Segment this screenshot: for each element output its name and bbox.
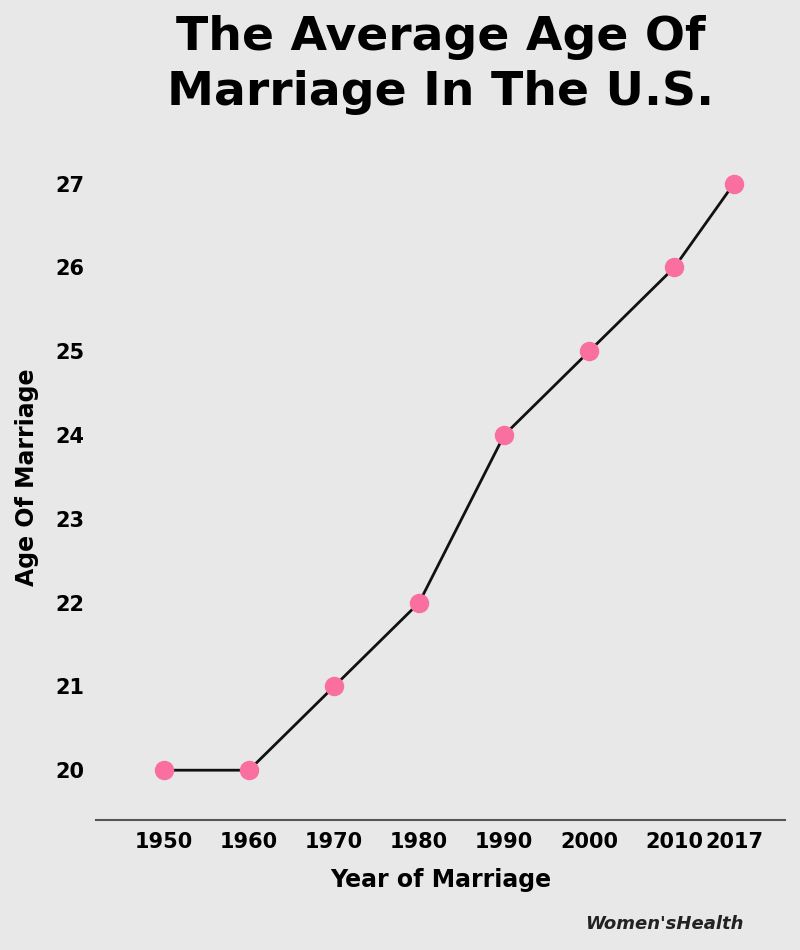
Y-axis label: Age Of Marriage: Age Of Marriage xyxy=(15,368,39,585)
Point xyxy=(498,428,510,443)
Point xyxy=(727,176,740,191)
Point xyxy=(242,763,255,778)
Point xyxy=(158,763,170,778)
Point xyxy=(413,595,426,610)
X-axis label: Year of Marriage: Year of Marriage xyxy=(330,868,551,892)
Text: Women'sHealth: Women'sHealth xyxy=(586,915,744,933)
Title: The Average Age Of
Marriage In The U.S.: The Average Age Of Marriage In The U.S. xyxy=(167,15,714,116)
Point xyxy=(583,344,596,359)
Point xyxy=(328,679,341,694)
Point xyxy=(668,259,681,275)
